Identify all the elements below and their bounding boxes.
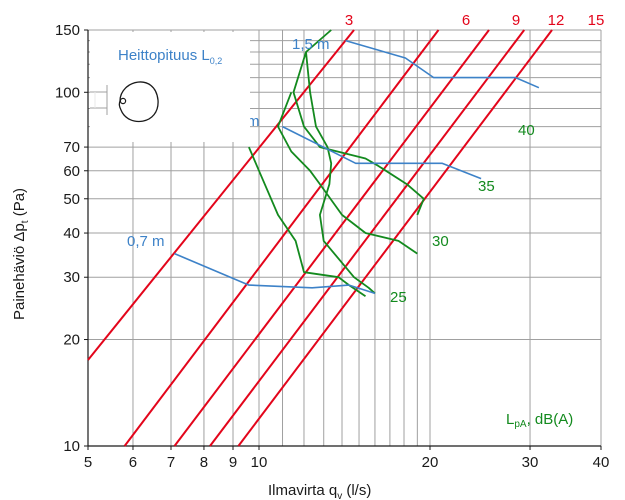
y-tick-label: 40 xyxy=(63,225,80,242)
k-line-15 xyxy=(237,29,553,447)
x-tick-label: 40 xyxy=(593,454,610,471)
x-axis-title: Ilmavirta qv (l/s) xyxy=(268,482,371,500)
tick-labels: 5 6 7 8 9 10 20 30 40 10 20 30 40 50 60 70 100 150 xyxy=(55,22,609,471)
k-value-label: 9 xyxy=(512,12,520,29)
k-value-label: 12 xyxy=(548,12,565,29)
y-tick-label: 30 xyxy=(63,269,80,286)
axes xyxy=(84,29,602,450)
y-tick-label: 20 xyxy=(63,332,80,349)
x-tick-label: 10 xyxy=(251,454,268,471)
sound-level-label: 25 xyxy=(390,289,407,306)
x-tick-label: 20 xyxy=(422,454,439,471)
k-line-6 xyxy=(123,29,440,447)
throw-line xyxy=(345,39,540,89)
sound-level-lines xyxy=(248,29,425,298)
inset-box: Heittopituus L0,2 xyxy=(90,32,250,142)
sound-level-label: 35 xyxy=(478,178,495,195)
throw-line xyxy=(174,252,376,295)
sound-level-label: 30 xyxy=(432,233,449,250)
y-tick-label: 50 xyxy=(63,191,80,208)
sound-level-label: 40 xyxy=(518,122,535,139)
constant-k-lines xyxy=(87,29,553,447)
x-tick-label: 8 xyxy=(200,454,208,471)
k-line-9 xyxy=(173,29,490,447)
k-value-label: 15 xyxy=(588,12,605,29)
y-tick-label: 70 xyxy=(63,139,80,156)
sound-line-25 xyxy=(305,29,376,295)
k-value-label: 6 xyxy=(462,12,470,29)
throw-length-label: 1,5 m xyxy=(292,36,330,53)
x-tick-label: 9 xyxy=(229,454,237,471)
sound-line-40 xyxy=(248,146,367,298)
y-tick-label: 60 xyxy=(63,163,80,180)
y-tick-label: 100 xyxy=(55,84,80,101)
throw-line xyxy=(282,125,482,180)
legend-label: LpA, dB(A) xyxy=(506,411,573,430)
y-tick-label: 10 xyxy=(63,438,80,455)
x-tick-label: 6 xyxy=(129,454,137,471)
sound-line-35 xyxy=(277,91,418,255)
k-line-12 xyxy=(209,29,525,447)
y-axis-title: Painehäviö Δpt (Pa) xyxy=(11,188,31,320)
k-value-label: 3 xyxy=(345,12,353,29)
x-tick-label: 5 xyxy=(84,454,92,471)
inset-title: Heittopituus L0,2 xyxy=(118,47,222,66)
sound-line-30 xyxy=(292,51,425,216)
throw-length-lines xyxy=(174,39,540,295)
throw-length-label: 0,7 m xyxy=(127,233,165,250)
y-tick-label: 150 xyxy=(55,22,80,39)
diffuser-pattern-icon xyxy=(90,81,159,123)
x-tick-label: 30 xyxy=(522,454,539,471)
x-tick-label: 7 xyxy=(167,454,175,471)
